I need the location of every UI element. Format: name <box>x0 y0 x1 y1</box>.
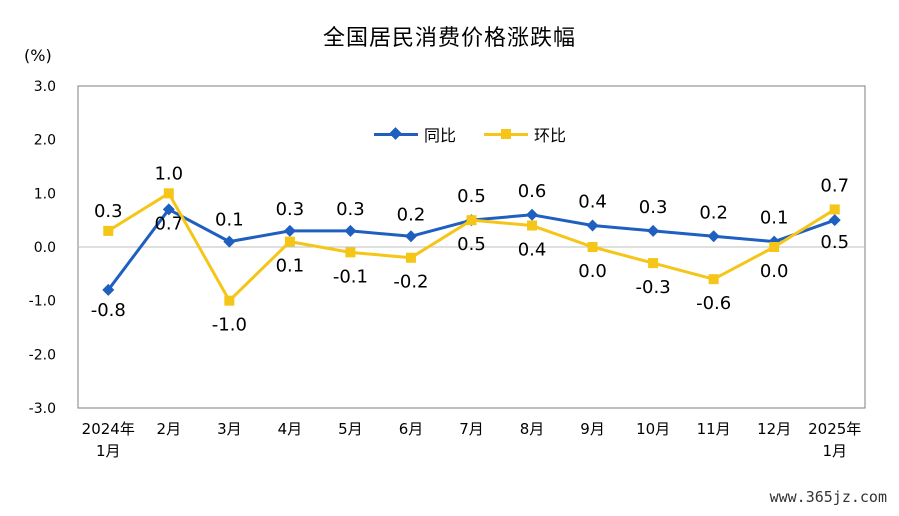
data-label-mom: 0.5 <box>457 234 486 255</box>
data-point-mom <box>648 258 659 269</box>
data-label-yoy: 0.2 <box>699 202 728 223</box>
x-tick-label: 7月 <box>459 420 484 438</box>
data-point-yoy <box>828 214 841 227</box>
data-point-yoy <box>404 230 417 243</box>
x-tick-label: 11月 <box>697 420 731 438</box>
y-tick-label: 1.0 <box>34 186 56 202</box>
data-point-yoy <box>707 230 720 243</box>
y-tick-label: -3.0 <box>29 401 56 417</box>
data-point-yoy <box>162 203 175 216</box>
data-label-yoy: -0.8 <box>91 300 126 321</box>
y-tick-label: 3.0 <box>34 79 56 95</box>
x-tick-label: 1月 <box>822 442 847 460</box>
data-label-yoy: 0.4 <box>578 192 607 213</box>
y-tick-label: -2.0 <box>29 347 56 363</box>
data-label-mom: -0.3 <box>636 277 671 298</box>
data-label-mom: 0.1 <box>276 256 305 277</box>
data-label-yoy: 0.2 <box>397 204 426 225</box>
data-point-yoy <box>344 224 357 237</box>
data-label-mom: -1.0 <box>212 315 247 336</box>
data-point-mom <box>587 242 598 252</box>
data-label-mom: -0.2 <box>393 272 428 293</box>
x-tick-label: 4月 <box>278 420 303 438</box>
data-label-yoy: 0.3 <box>639 197 668 218</box>
data-point-yoy <box>223 235 236 248</box>
data-label-mom: 0.3 <box>94 201 123 222</box>
x-tick-label: 12月 <box>757 420 791 438</box>
x-tick-label: 2025年 <box>808 420 861 438</box>
x-tick-label: 2024年 <box>82 420 135 438</box>
data-point-mom <box>829 204 840 215</box>
data-point-yoy <box>526 208 539 221</box>
data-point-yoy <box>586 219 599 232</box>
legend-label-yoy: 同比 <box>424 126 457 145</box>
x-tick-label: 1月 <box>96 442 121 460</box>
y-tick-label: -1.0 <box>29 294 56 310</box>
data-point-mom <box>466 215 477 226</box>
data-point-mom <box>224 295 235 306</box>
x-tick-label: 3月 <box>217 420 242 438</box>
data-label-mom: 0.0 <box>760 261 789 282</box>
y-tick-label: 2.0 <box>34 133 56 149</box>
data-point-mom <box>769 242 780 252</box>
legend-swatch-mom <box>484 126 528 142</box>
data-point-mom <box>103 225 114 236</box>
data-label-yoy: 0.5 <box>820 232 849 253</box>
x-tick-label: 10月 <box>636 420 670 438</box>
y-tick-label: 0.0 <box>34 240 56 256</box>
data-label-yoy: 0.1 <box>215 210 244 231</box>
x-tick-label: 8月 <box>520 420 545 438</box>
data-label-yoy: 0.3 <box>336 199 365 220</box>
data-point-yoy <box>102 283 115 296</box>
data-point-mom <box>163 188 174 199</box>
data-point-mom <box>527 220 538 231</box>
x-tick-label: 9月 <box>580 420 605 438</box>
data-label-mom: -0.1 <box>333 266 368 287</box>
legend-item-yoy: 同比 <box>374 122 456 146</box>
data-label-yoy: 0.5 <box>457 186 486 207</box>
watermark: www.365jz.com <box>769 488 887 506</box>
legend-swatch-yoy <box>374 126 418 142</box>
data-label-mom: -0.6 <box>696 293 731 314</box>
data-label-mom: 0.0 <box>578 261 607 282</box>
data-point-mom <box>284 236 295 247</box>
x-tick-label: 2月 <box>157 420 182 438</box>
data-point-yoy <box>647 224 660 237</box>
data-point-mom <box>345 247 356 258</box>
data-label-yoy: 0.7 <box>154 213 183 234</box>
data-point-yoy <box>283 224 296 237</box>
data-label-yoy: 0.6 <box>518 181 547 202</box>
data-point-mom <box>708 274 719 285</box>
data-label-yoy: 0.3 <box>276 199 305 220</box>
x-tick-label: 6月 <box>399 420 424 438</box>
data-label-mom: 0.4 <box>518 240 547 261</box>
y-axis-unit: (%) <box>24 46 52 65</box>
x-tick-label: 5月 <box>338 420 363 438</box>
data-label-mom: 0.7 <box>820 175 849 196</box>
chart-title: 全国居民消费价格涨跌幅 <box>322 26 576 51</box>
data-label-mom: 1.0 <box>154 163 183 184</box>
data-point-mom <box>405 252 416 263</box>
data-label-yoy: 0.1 <box>760 208 789 229</box>
legend-item-mom: 环比 <box>484 122 566 146</box>
legend-label-mom: 环比 <box>534 126 567 145</box>
